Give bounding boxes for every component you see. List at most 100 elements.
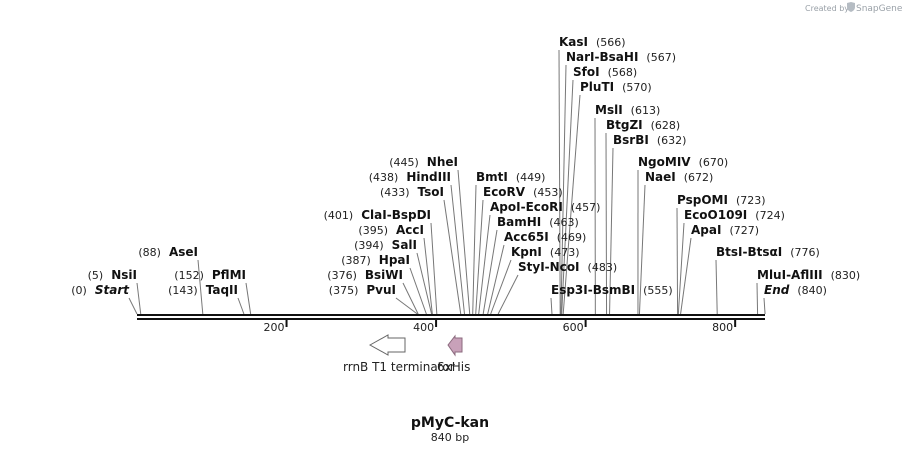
backbone-strand-top bbox=[137, 314, 765, 316]
site-bmti[interactable]: BmtI (449) bbox=[476, 170, 545, 184]
site-styi-ncoi[interactable]: StyI - NcoI (483) bbox=[518, 260, 617, 274]
site-acc65i[interactable]: Acc65I (469) bbox=[504, 230, 586, 244]
leader-line-naei bbox=[638, 184, 646, 315]
site-esp3i-bsmbi[interactable]: Esp3I - BsmBI (555) bbox=[551, 283, 673, 297]
site-position: (376) bbox=[327, 269, 357, 282]
axis-tick-label: 400 bbox=[413, 321, 434, 334]
bp-axis: 200 400 600 800 bbox=[264, 320, 737, 334]
site-enzyme-name: ApoI bbox=[490, 200, 521, 214]
reverse-arrow-icon[interactable] bbox=[447, 334, 463, 357]
site-enzyme-name: ApaI bbox=[691, 223, 721, 237]
site-end[interactable]: End (840) bbox=[764, 283, 827, 297]
reverse-arrow-icon[interactable] bbox=[368, 334, 406, 356]
site-enzyme-name: SfoI bbox=[573, 65, 600, 79]
site-enzyme-name: EcoRV bbox=[483, 185, 526, 199]
site-apoi-ecori[interactable]: ApoI - EcoRI (457) bbox=[490, 200, 600, 214]
leader-line-bamhi bbox=[482, 229, 498, 315]
site-position: (433) bbox=[380, 186, 410, 199]
leader-line-pvui bbox=[395, 297, 418, 315]
site-pspomi[interactable]: PspOMI (723) bbox=[677, 193, 766, 207]
site-separator: - bbox=[387, 208, 392, 222]
site-labels: KasI (566)NarI - BsaHI (567) SfoI (568)PluTI… bbox=[71, 35, 860, 297]
site-position: (830) bbox=[831, 269, 861, 282]
site-nari-bsahi[interactable]: NarI - BsaHI (567) bbox=[566, 50, 676, 64]
site-bsiwi[interactable]: (376) BsiWI bbox=[327, 268, 403, 282]
site-separator: - bbox=[786, 268, 791, 282]
site-start[interactable]: (0) Start bbox=[71, 283, 130, 297]
feature-6xhis[interactable]: 6xHis bbox=[437, 334, 470, 374]
site-enzyme-name: NheI bbox=[427, 155, 458, 169]
site-clai-bspdi[interactable]: (401) ClaI - BspDI bbox=[324, 208, 431, 222]
site-pvui[interactable]: (375) PvuI bbox=[329, 283, 396, 297]
site-enzyme-name: BtsI bbox=[716, 245, 743, 259]
site-enzyme-name: KpnI bbox=[511, 245, 542, 259]
site-kpni[interactable]: KpnI (473) bbox=[511, 245, 580, 259]
leader-line-hpai bbox=[409, 267, 427, 315]
site-ecoo109i[interactable]: EcoO109I (724) bbox=[684, 208, 785, 222]
site-enzyme-name: BtgZI bbox=[606, 118, 643, 132]
site-position: (0) bbox=[71, 284, 87, 297]
site-enzyme-name: HpaI bbox=[379, 253, 410, 267]
site-ngomiv[interactable]: NgoMIV (670) bbox=[638, 155, 728, 169]
site-position: (445) bbox=[389, 156, 419, 169]
site-sfoi[interactable]: SfoI (568) bbox=[573, 65, 637, 79]
axis-tick-label: 800 bbox=[712, 321, 733, 334]
site-enzyme-name: End bbox=[764, 283, 790, 297]
site-hindiii[interactable]: (438) HindIII bbox=[369, 170, 451, 184]
site-enzyme-name: AseI bbox=[169, 245, 198, 259]
leader-line-styi-ncoi bbox=[497, 274, 519, 315]
site-separator: - bbox=[521, 200, 526, 214]
site-enzyme-name: Acc65I bbox=[504, 230, 549, 244]
site-hpai[interactable]: (387) HpaI bbox=[341, 253, 410, 267]
site-enzyme-name: EcoO109I bbox=[684, 208, 747, 222]
site-position: (568) bbox=[608, 66, 638, 79]
site-nhei[interactable]: (445) NheI bbox=[389, 155, 458, 169]
site-tsoi[interactable]: (433) TsoI bbox=[380, 185, 444, 199]
site-naei[interactable]: NaeI (672) bbox=[645, 170, 713, 184]
site-enzyme-name: BsmBI bbox=[593, 283, 635, 297]
site-acci[interactable]: (395) AccI bbox=[358, 223, 424, 237]
site-position: (672) bbox=[684, 171, 714, 184]
site-position: (88) bbox=[138, 246, 161, 259]
backbone-strand-bottom bbox=[137, 318, 765, 320]
site-asei[interactable]: (88) AseI bbox=[138, 245, 198, 259]
leader-line-btsi-bts-i bbox=[715, 259, 718, 315]
site-enzyme-name: Esp3I bbox=[551, 283, 588, 297]
site-pluti[interactable]: PluTI (570) bbox=[580, 80, 652, 94]
leader-line-bsiwi bbox=[402, 282, 419, 315]
site-sali[interactable]: (394) SalI bbox=[354, 238, 417, 252]
site-enzyme-name: BspDI bbox=[392, 208, 431, 222]
leader-line-taqii bbox=[237, 297, 245, 315]
site-apai[interactable]: ApaI (727) bbox=[691, 223, 759, 237]
site-enzyme-name: PvuI bbox=[366, 283, 396, 297]
site-bamhi[interactable]: BamHI (463) bbox=[497, 215, 579, 229]
leader-line-nsii bbox=[136, 282, 142, 315]
site-enzyme-name: HindIII bbox=[406, 170, 451, 184]
site-enzyme-name: BsaHI bbox=[600, 50, 639, 64]
leader-line-nari-bsahi bbox=[560, 64, 567, 315]
site-nsii[interactable]: (5) NsiI bbox=[88, 268, 137, 282]
site-btsi-bts-i[interactable]: BtsI - BtsαI (776) bbox=[716, 245, 820, 259]
site-btgzi[interactable]: BtgZI (628) bbox=[606, 118, 680, 132]
site-position: (143) bbox=[168, 284, 198, 297]
site-pflmi[interactable]: (152) PflMI bbox=[174, 268, 246, 282]
site-taqii[interactable]: (143) TaqII bbox=[168, 283, 238, 297]
leader-line-pflmi bbox=[245, 282, 252, 315]
site-mlui-afliii[interactable]: MluI - AflIII (830) bbox=[757, 268, 860, 282]
feature-rrnb-t1-terminator[interactable]: rrnB T1 terminator bbox=[343, 334, 455, 374]
site-separator: - bbox=[595, 50, 600, 64]
site-position: (473) bbox=[550, 246, 580, 259]
site-position: (567) bbox=[646, 51, 676, 64]
leader-line-apoi-ecori bbox=[478, 214, 491, 315]
site-position: (776) bbox=[790, 246, 820, 259]
leader-line-nhei bbox=[457, 169, 471, 315]
site-enzyme-name: AflIII bbox=[791, 268, 823, 282]
site-enzyme-name: TaqII bbox=[206, 283, 238, 297]
site-msli[interactable]: MslI (613) bbox=[595, 103, 660, 117]
site-bsrbi[interactable]: BsrBI (632) bbox=[613, 133, 686, 147]
site-position: (453) bbox=[533, 186, 563, 199]
site-kasi[interactable]: KasI (566) bbox=[559, 35, 626, 49]
credit-prefix: Created by bbox=[805, 4, 849, 13]
site-ecorv[interactable]: EcoRV (453) bbox=[483, 185, 563, 199]
